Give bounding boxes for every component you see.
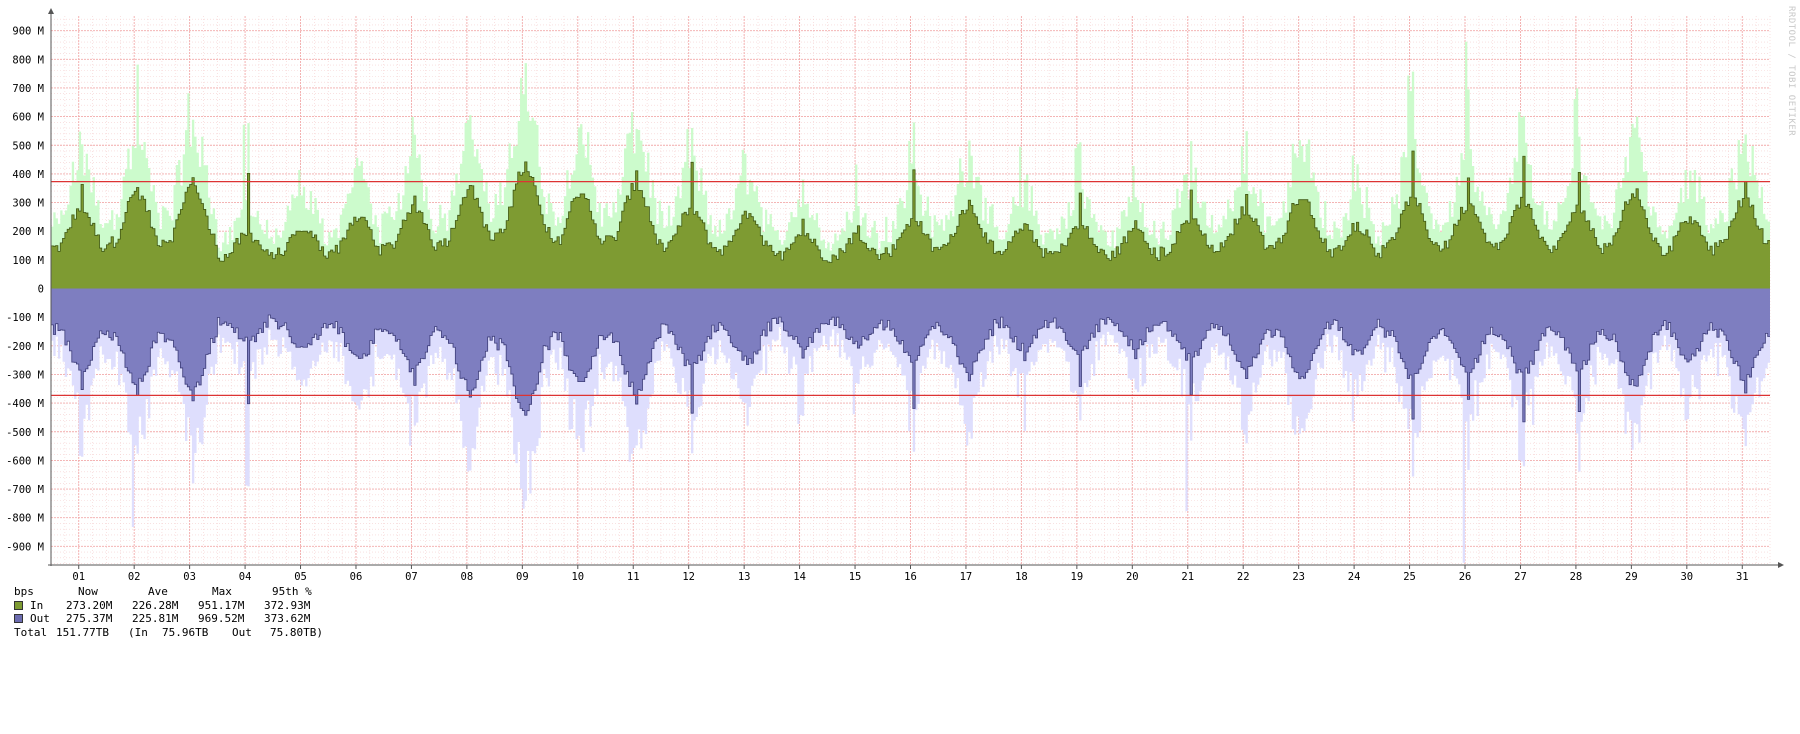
x-tick-label: 29 [1625, 571, 1638, 580]
y-tick-label: -900 M [6, 541, 44, 553]
x-tick-label: 28 [1570, 571, 1583, 580]
legend-total-out-value: 75.80TB) [270, 625, 323, 639]
x-tick-label: 03 [183, 571, 196, 580]
x-tick-label: 27 [1514, 571, 1527, 580]
y-tick-label: 600 M [12, 112, 44, 124]
y-tick-label: 900 M [12, 26, 44, 38]
x-tick-label: 08 [461, 571, 474, 580]
legend-in-label: In [30, 598, 44, 612]
legend-col-95th: 95th % [272, 585, 312, 598]
legend-total-in-label: (In [128, 625, 148, 639]
legend-table: bps Now Ave Max 95th % In 273.20M 226.28… [14, 585, 323, 640]
x-tick-label: 11 [627, 571, 640, 580]
y-tick-label: -500 M [6, 427, 44, 439]
x-tick-label: 24 [1348, 571, 1361, 580]
in-avg-line [51, 150, 1770, 263]
legend-row-in: In 273.20M 226.28M 951.17M 372.93M [14, 598, 310, 613]
legend-total-in-value: 75.96TB [162, 625, 209, 639]
x-tick-label: 06 [350, 571, 363, 580]
legend-col-now: Now [78, 585, 98, 598]
y-tick-label: -700 M [6, 484, 44, 496]
x-tick-label: 31 [1736, 571, 1749, 580]
x-tick-label: 18 [1015, 571, 1028, 580]
y-tick-label: -200 M [6, 341, 44, 353]
legend-in-max: 951.17M [198, 598, 245, 612]
x-tick-label: 21 [1181, 571, 1194, 580]
x-tick-label: 26 [1459, 571, 1472, 580]
legend-total-label: Total [14, 625, 48, 639]
x-tick-label: 20 [1126, 571, 1139, 580]
x-tick-label: 07 [405, 571, 418, 580]
legend-total-value: 151.77TB [56, 625, 109, 639]
x-axis-arrow [1778, 562, 1784, 568]
legend-out-now: 275.37M [66, 612, 113, 625]
legend-row-total: Total 151.77TB (In 75.96TB Out 75.80TB) [14, 626, 323, 640]
y-tick-label: 100 M [12, 255, 44, 267]
y-tick-label: -300 M [6, 369, 44, 381]
x-tick-label: 13 [738, 571, 751, 580]
y-tick-labels: 900 M 800 M 700 M 600 M 500 M 400 M 300 M 200 M… [6, 26, 44, 554]
x-tick-label: 17 [960, 571, 973, 580]
x-tick-label: 30 [1680, 571, 1693, 580]
legend-in-95th: 372.93M [264, 598, 311, 612]
x-tick-label: 23 [1292, 571, 1305, 580]
y-tick-label: -100 M [6, 312, 44, 324]
traffic-graph: 900 M 800 M 700 M 600 M 500 M 400 M 300 M 200 M… [6, 6, 1796, 580]
x-tick-label: 19 [1071, 571, 1084, 580]
y-tick-label: 700 M [12, 83, 44, 95]
x-tick-label: 15 [849, 571, 862, 580]
legend-col-max: Max [212, 585, 232, 598]
y-tick-label: 0 [38, 284, 44, 296]
x-tick-label: 25 [1403, 571, 1416, 580]
y-axis-arrow [48, 8, 54, 14]
x-tick-label: 16 [904, 571, 917, 580]
legend-out-label: Out [30, 612, 50, 625]
percentile-lines [51, 181, 1770, 396]
legend-header-row: bps Now Ave Max 95th % [14, 585, 312, 599]
legend-out-ave: 225.81M [132, 612, 179, 625]
average-areas [51, 150, 1770, 423]
legend-in-now: 273.20M [66, 598, 113, 612]
legend-unit: bps [14, 585, 34, 598]
x-tick-label: 05 [294, 571, 307, 580]
y-tick-label: 800 M [12, 54, 44, 66]
y-tick-label: 400 M [12, 169, 44, 181]
x-tick-label: 09 [516, 571, 529, 580]
legend-in-ave: 226.28M [132, 598, 179, 612]
out-color-swatch [14, 614, 23, 623]
legend-col-ave: Ave [148, 585, 168, 598]
traffic-chart-svg: 900 M 800 M 700 M 600 M 500 M 400 M 300 M 200 M… [6, 8, 1784, 580]
legend-out-95th: 373.62M [264, 612, 311, 625]
legend-out-max: 969.52M [198, 612, 245, 625]
y-tick-label: -400 M [6, 398, 44, 410]
in-color-swatch [14, 600, 23, 610]
legend-total-out-label: Out [232, 625, 252, 639]
y-tick-label: -800 M [6, 513, 44, 525]
x-tick-labels: 01 02 03 04 05 06 07 08 09 10 11 12 13 14 15 16 17 18 19 20… [72, 571, 1748, 580]
axes [48, 8, 1784, 569]
x-tick-label: 02 [128, 571, 141, 580]
x-tick-label: 14 [793, 571, 806, 580]
x-tick-label: 12 [682, 571, 695, 580]
out-avg-line [51, 314, 1770, 423]
y-tick-label: 200 M [12, 226, 44, 238]
y-tick-label: 500 M [12, 140, 44, 152]
legend-row-out: Out 275.37M 225.81M 969.52M 373.62M [14, 612, 310, 626]
x-tick-label: 04 [239, 571, 252, 580]
x-tick-label: 10 [571, 571, 584, 580]
x-tick-label: 01 [72, 571, 85, 580]
x-tick-label: 22 [1237, 571, 1250, 580]
y-tick-label: 300 M [12, 198, 44, 210]
rrdtool-watermark: RRDTOOL / TOBI OETIKER [1786, 6, 1796, 137]
y-tick-label: -600 M [6, 455, 44, 467]
